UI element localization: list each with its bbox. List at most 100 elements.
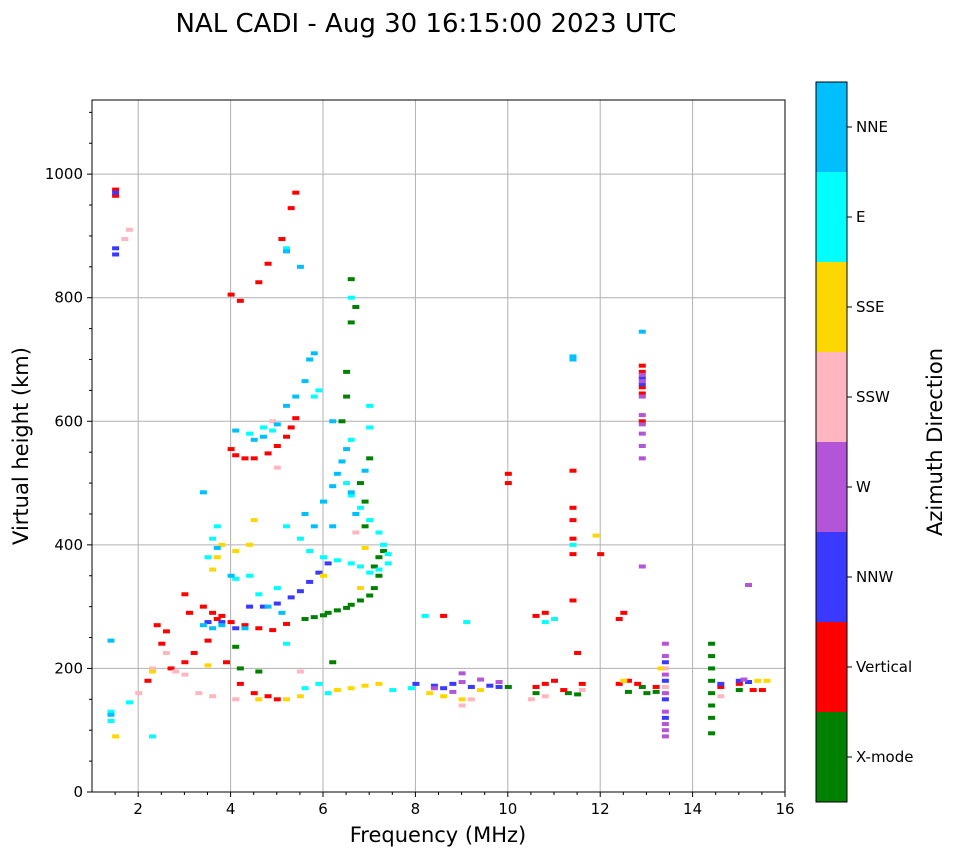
x-axis-label: Frequency (MHz) xyxy=(350,823,526,847)
data-point xyxy=(264,261,272,266)
chart-title: NAL CADI - Aug 30 16:15:00 2023 UTC xyxy=(176,9,677,39)
data-point xyxy=(255,592,263,597)
data-point xyxy=(329,419,337,424)
data-point xyxy=(347,277,355,282)
data-point xyxy=(495,680,503,685)
data-point xyxy=(273,697,281,702)
data-point xyxy=(504,481,512,486)
data-point xyxy=(255,697,263,702)
data-point xyxy=(366,593,374,598)
data-point xyxy=(264,694,272,699)
data-point xyxy=(144,678,152,683)
data-point xyxy=(638,394,646,399)
data-point xyxy=(366,425,374,430)
data-point xyxy=(661,678,669,683)
data-point xyxy=(638,376,646,381)
colorbar-label: W xyxy=(856,478,871,496)
data-point xyxy=(301,379,309,384)
data-point xyxy=(407,686,415,691)
data-point xyxy=(440,686,448,691)
data-point xyxy=(574,692,582,697)
data-point xyxy=(333,688,341,693)
data-point xyxy=(209,626,217,631)
data-point xyxy=(661,641,669,646)
y-tick-label: 400 xyxy=(54,536,83,554)
data-point xyxy=(181,592,189,597)
data-point xyxy=(569,505,577,510)
colorbar-swatch xyxy=(816,712,847,802)
data-point xyxy=(504,471,512,476)
data-point xyxy=(283,621,291,626)
data-point xyxy=(504,684,512,689)
data-point xyxy=(241,623,249,628)
data-point xyxy=(227,292,235,297)
data-point xyxy=(172,669,180,674)
x-tick-label: 10 xyxy=(498,800,517,818)
data-point xyxy=(708,703,716,708)
data-point xyxy=(624,678,632,683)
data-point xyxy=(638,379,646,384)
data-point xyxy=(301,511,309,516)
data-point xyxy=(638,363,646,368)
data-point xyxy=(255,626,263,631)
data-point xyxy=(652,689,660,694)
data-point xyxy=(283,524,291,529)
data-point xyxy=(112,734,120,739)
data-point xyxy=(310,351,318,356)
data-point xyxy=(449,681,457,686)
data-point xyxy=(329,484,337,489)
data-point xyxy=(246,431,254,436)
y-axis-label: Virtual height (km) xyxy=(9,347,33,545)
colorbar-label: NNE xyxy=(856,118,888,136)
data-point xyxy=(241,456,249,461)
data-point xyxy=(236,298,244,303)
data-point xyxy=(652,684,660,689)
data-point xyxy=(232,697,240,702)
data-point xyxy=(638,372,646,377)
data-point xyxy=(370,586,378,591)
data-point xyxy=(440,613,448,618)
data-point xyxy=(162,629,170,634)
data-point xyxy=(324,691,332,696)
data-point xyxy=(259,434,267,439)
series-w xyxy=(430,372,753,739)
data-point xyxy=(347,686,355,691)
data-points xyxy=(107,187,771,739)
data-point xyxy=(643,691,651,696)
data-point xyxy=(661,691,669,696)
data-point xyxy=(149,734,157,739)
y-axis-ticks: 0 200 400 600 800 1000 xyxy=(45,111,92,801)
data-point xyxy=(292,394,300,399)
data-point xyxy=(112,252,120,257)
data-point xyxy=(551,617,558,621)
data-point xyxy=(661,709,669,714)
data-point xyxy=(121,237,129,242)
y-tick-label: 600 xyxy=(54,412,83,430)
data-point xyxy=(259,425,267,430)
data-point xyxy=(107,718,115,723)
data-point xyxy=(296,536,304,541)
data-point xyxy=(477,677,485,682)
colorbar-swatch xyxy=(816,622,847,712)
y-tick-label: 200 xyxy=(54,659,83,677)
data-point xyxy=(661,697,669,702)
data-point xyxy=(112,190,120,195)
data-point xyxy=(213,555,221,560)
data-point xyxy=(278,610,286,615)
x-tick-label: 8 xyxy=(411,800,421,818)
data-point xyxy=(246,604,254,609)
data-point xyxy=(255,669,263,674)
data-point xyxy=(541,681,549,686)
data-point xyxy=(384,552,392,557)
data-point xyxy=(241,626,249,631)
series-nne xyxy=(107,249,646,717)
data-point xyxy=(352,530,360,535)
series-nnw xyxy=(112,190,753,720)
data-point xyxy=(638,391,646,396)
data-point xyxy=(560,688,568,693)
data-point xyxy=(306,579,314,584)
data-point xyxy=(292,190,300,195)
data-point xyxy=(204,638,212,643)
colorbar-swatch xyxy=(816,82,847,172)
data-point xyxy=(162,650,170,655)
